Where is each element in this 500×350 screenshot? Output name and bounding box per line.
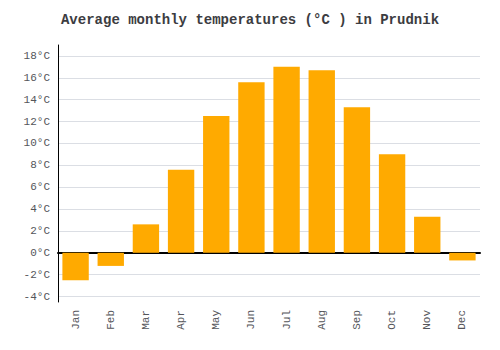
svg-text:-4°C: -4°C: [24, 291, 51, 303]
svg-text:4°C: 4°C: [30, 203, 50, 215]
svg-text:Jun: Jun: [245, 310, 257, 330]
svg-text:Dec: Dec: [456, 310, 468, 330]
svg-text:Jan: Jan: [70, 310, 82, 330]
svg-text:Jul: Jul: [281, 310, 293, 330]
svg-text:16°C: 16°C: [24, 72, 51, 84]
svg-text:0°C: 0°C: [30, 247, 50, 259]
svg-text:Mar: Mar: [140, 310, 152, 330]
svg-text:Sep: Sep: [351, 310, 363, 330]
svg-text:Average monthly temperatures (: Average monthly temperatures (°C ) in Pr…: [61, 12, 439, 28]
svg-text:Apr: Apr: [175, 310, 187, 330]
svg-text:-2°C: -2°C: [24, 269, 51, 281]
svg-text:Aug: Aug: [316, 310, 328, 330]
svg-text:14°C: 14°C: [24, 94, 51, 106]
svg-text:8°C: 8°C: [30, 159, 50, 171]
svg-text:10°C: 10°C: [24, 137, 51, 149]
svg-text:2°C: 2°C: [30, 225, 50, 237]
svg-text:Oct: Oct: [386, 310, 398, 330]
svg-text:18°C: 18°C: [24, 50, 51, 62]
svg-text:Feb: Feb: [105, 310, 117, 330]
svg-text:6°C: 6°C: [30, 181, 50, 193]
svg-text:12°C: 12°C: [24, 116, 51, 128]
svg-text:Nov: Nov: [421, 310, 433, 330]
svg-text:May: May: [210, 310, 222, 330]
